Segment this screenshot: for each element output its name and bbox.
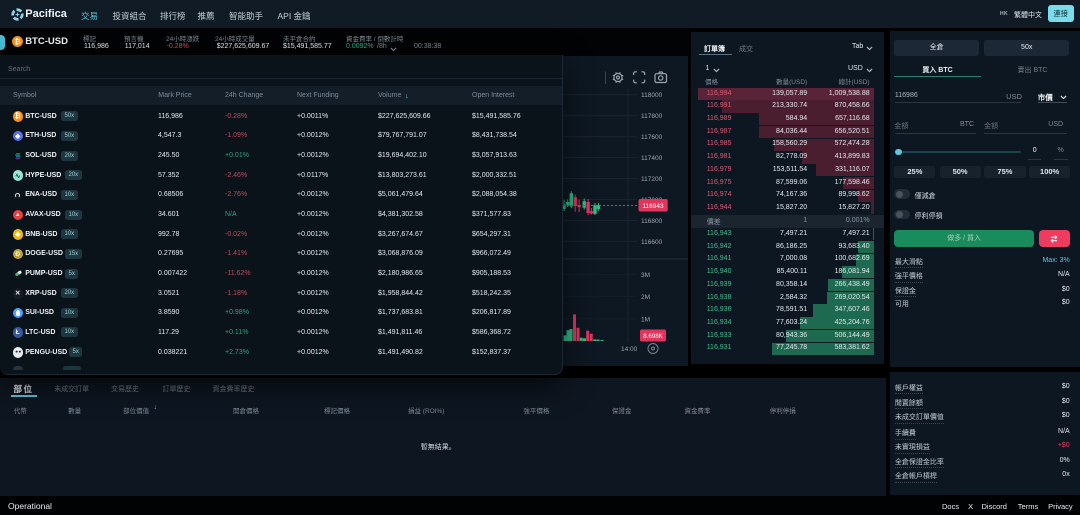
svg-text:3M: 3M: [641, 272, 650, 279]
svg-text:8.698K: 8.698K: [643, 333, 663, 340]
svg-text:117800: 117800: [641, 113, 663, 120]
svg-text:14:00: 14:00: [621, 346, 638, 353]
svg-text:2M: 2M: [641, 294, 650, 301]
svg-text:116943: 116943: [642, 203, 664, 210]
svg-text:117400: 117400: [641, 155, 663, 162]
svg-text:116800: 116800: [641, 218, 663, 225]
svg-text:118000: 118000: [641, 92, 663, 99]
svg-text:117200: 117200: [641, 176, 663, 183]
svg-text:116600: 116600: [641, 239, 663, 246]
svg-text:117600: 117600: [641, 134, 663, 141]
svg-text:1M: 1M: [641, 316, 650, 323]
